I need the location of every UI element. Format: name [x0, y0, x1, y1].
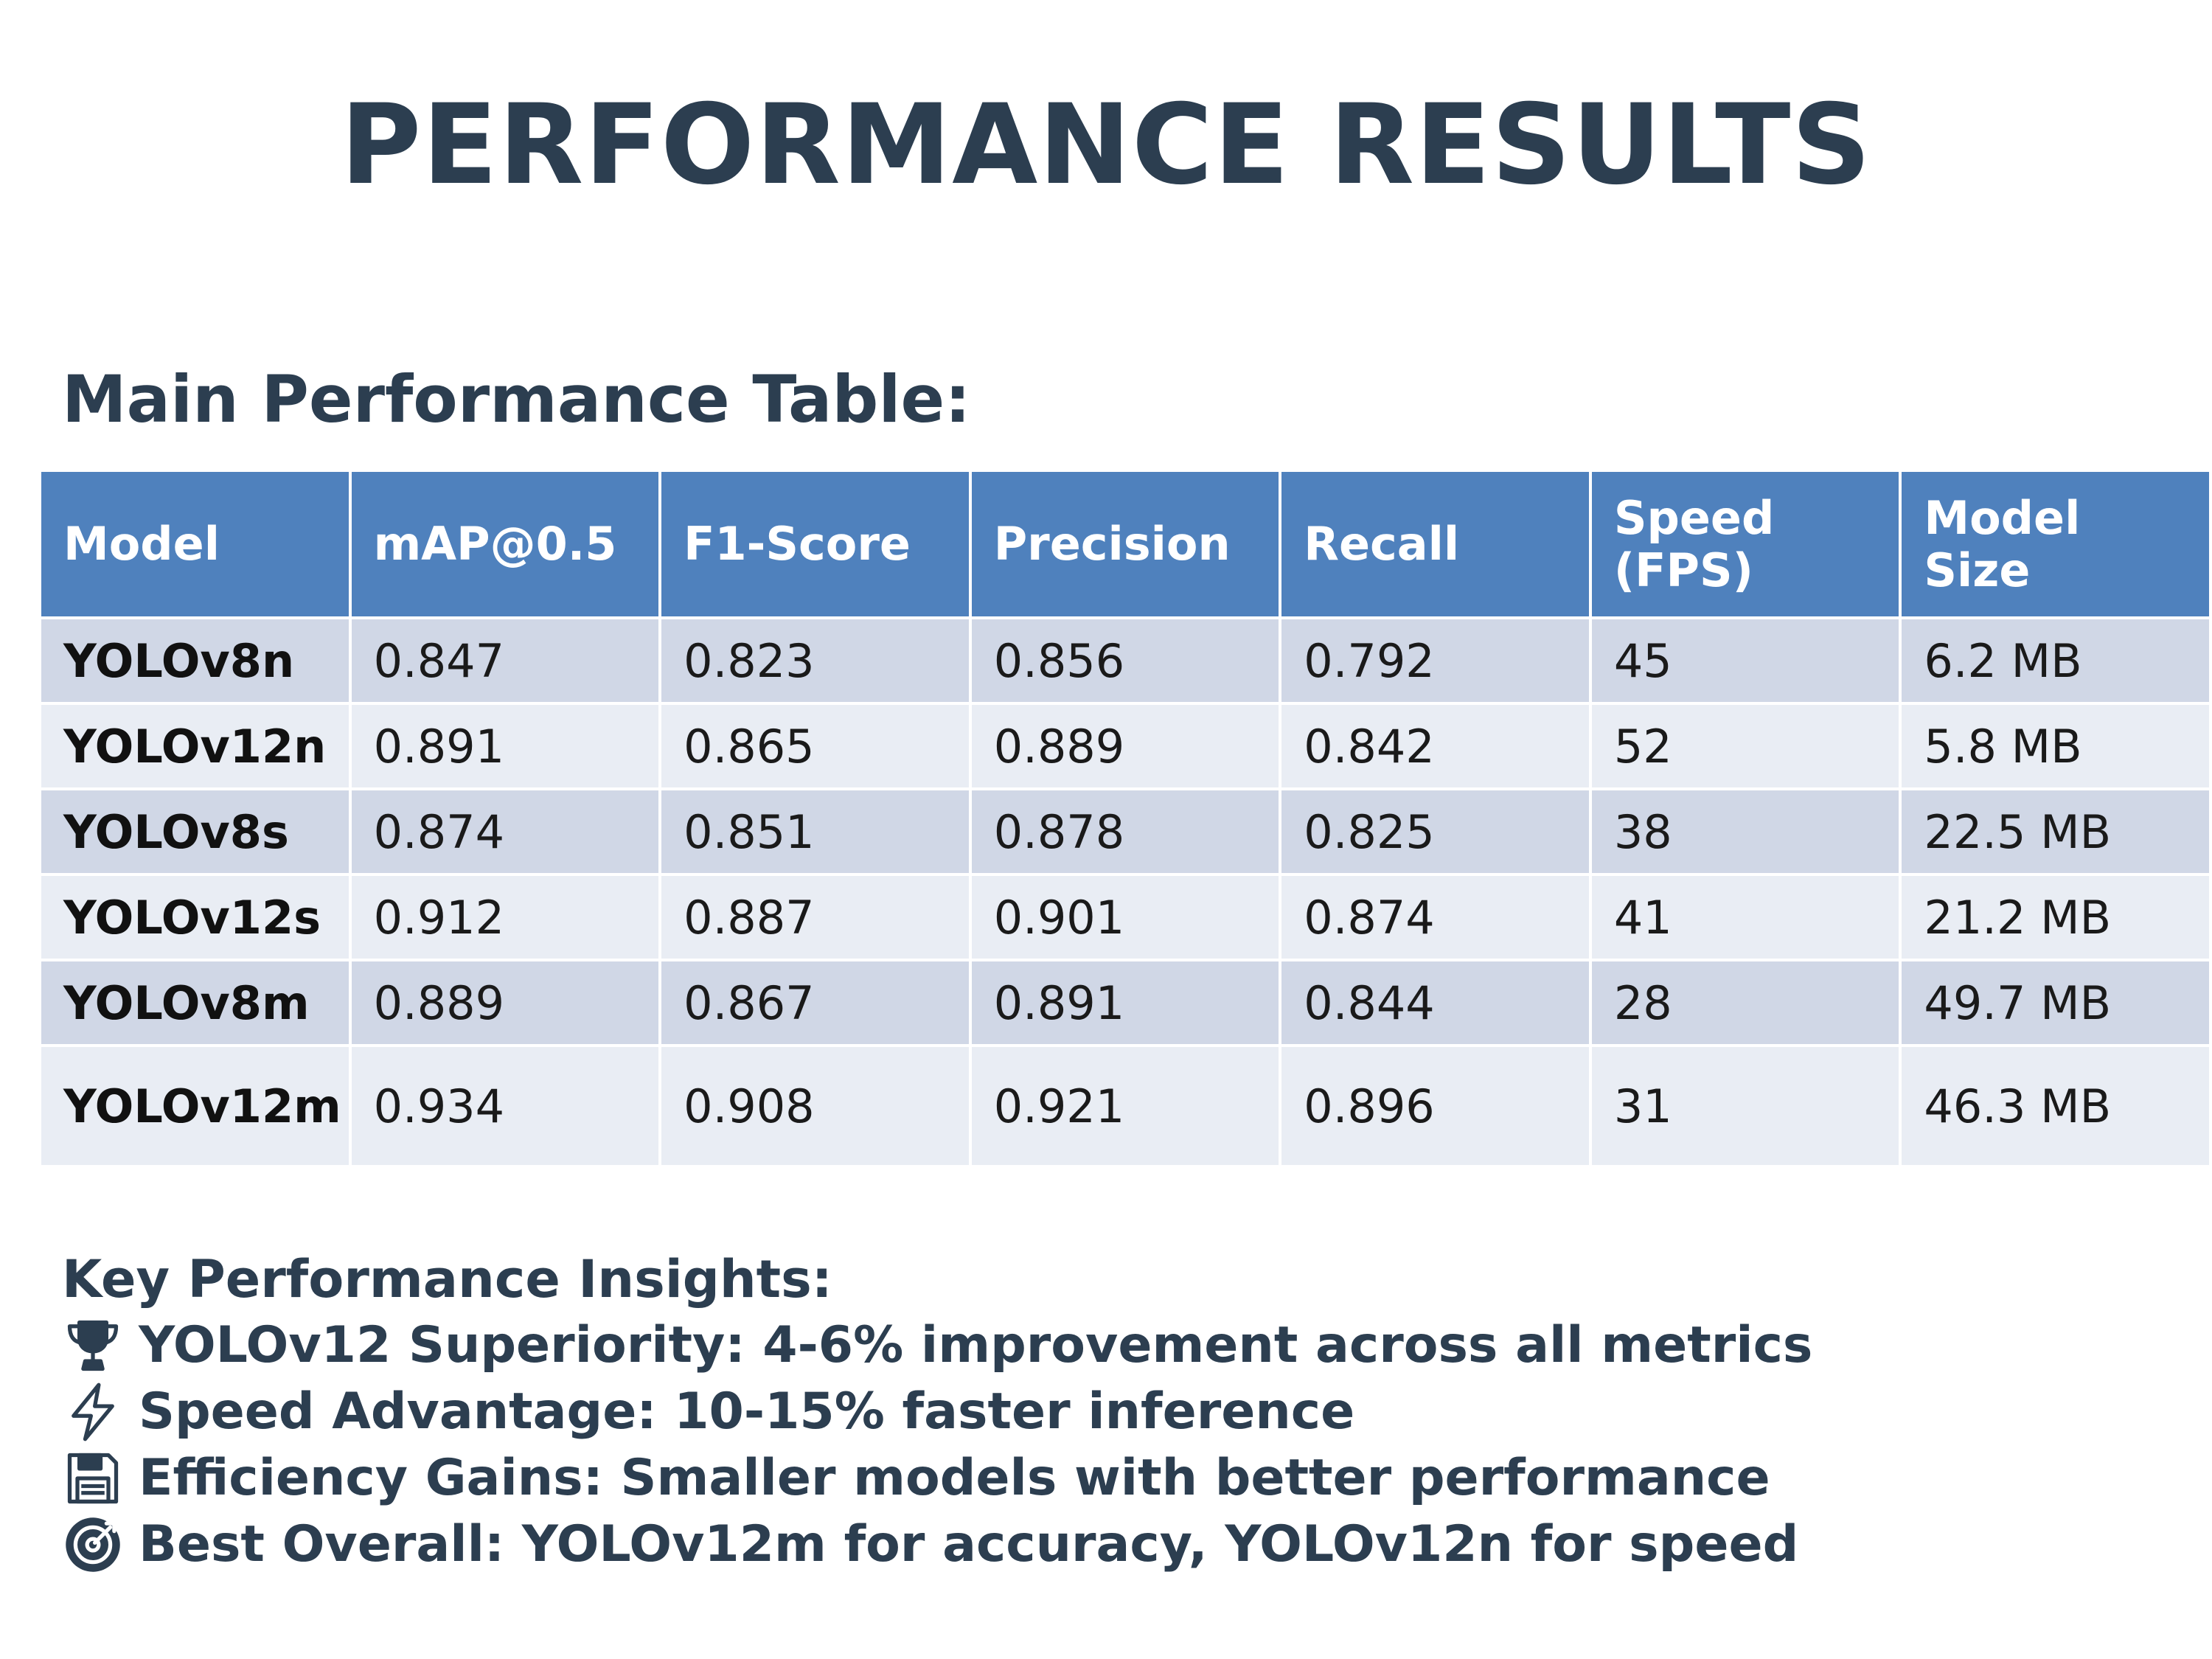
model-cell: YOLOv12s — [38, 873, 352, 961]
precision-cell: 0.889 — [968, 702, 1282, 790]
model-size-cell: 22.5 MB — [1899, 787, 2212, 876]
model-size-cell: 21.2 MB — [1899, 873, 2212, 961]
lightning-icon — [62, 1379, 128, 1445]
f1-cell: 0.851 — [658, 787, 972, 876]
map-cell: 0.934 — [348, 1044, 662, 1168]
insight-text: YOLOv12 Superiority: 4-6% improvement ac… — [139, 1316, 1813, 1374]
insights-section: Key Performance Insights: YOLOv12 Superi… — [62, 1246, 1812, 1578]
model-size-cell: 5.8 MB — [1899, 702, 2212, 790]
map-cell: 0.847 — [348, 616, 662, 705]
speed-cell: 31 — [1588, 1044, 1902, 1168]
model-cell: YOLOv8s — [38, 787, 352, 876]
model-size-cell: 46.3 MB — [1899, 1044, 2212, 1168]
column-header-speed: Speed (FPS) — [1588, 469, 1902, 619]
table-row: YOLOv8s 0.874 0.851 0.878 0.825 38 22.5 … — [38, 787, 2212, 876]
table-header-row: Model mAP@0.5 F1-Score Precision Recall … — [38, 469, 2212, 619]
insight-item: Speed Advantage: 10-15% faster inference — [62, 1379, 1812, 1445]
table-row: YOLOv12m 0.934 0.908 0.921 0.896 31 46.3… — [38, 1044, 2212, 1168]
insight-text: Efficiency Gains: Smaller models with be… — [139, 1449, 1770, 1507]
f1-cell: 0.865 — [658, 702, 972, 790]
recall-cell: 0.896 — [1279, 1044, 1592, 1168]
table-row: YOLOv12n 0.891 0.865 0.889 0.842 52 5.8 … — [38, 702, 2212, 790]
precision-cell: 0.856 — [968, 616, 1282, 705]
speed-cell: 41 — [1588, 873, 1902, 961]
table-heading: Main Performance Table: — [62, 361, 971, 437]
table-row: YOLOv8m 0.889 0.867 0.891 0.844 28 49.7 … — [38, 959, 2212, 1047]
model-cell: YOLOv8m — [38, 959, 352, 1047]
insight-text: Speed Advantage: 10-15% faster inference — [139, 1382, 1355, 1441]
speed-cell: 45 — [1588, 616, 1902, 705]
column-header-model: Model — [38, 469, 352, 619]
insights-heading: Key Performance Insights: — [62, 1249, 832, 1310]
model-size-cell: 6.2 MB — [1899, 616, 2212, 705]
floppy-disk-icon — [62, 1445, 128, 1512]
table-row: YOLOv12s 0.912 0.887 0.901 0.874 41 21.2… — [38, 873, 2212, 961]
speed-cell: 52 — [1588, 702, 1902, 790]
speed-cell: 38 — [1588, 787, 1902, 876]
f1-cell: 0.823 — [658, 616, 972, 705]
precision-cell: 0.921 — [968, 1044, 1282, 1168]
target-icon — [62, 1512, 128, 1578]
recall-cell: 0.825 — [1279, 787, 1592, 876]
precision-cell: 0.878 — [968, 787, 1282, 876]
f1-cell: 0.867 — [658, 959, 972, 1047]
insight-text: Best Overall: YOLOv12m for accuracy, YOL… — [139, 1515, 1799, 1573]
map-cell: 0.891 — [348, 702, 662, 790]
map-cell: 0.874 — [348, 787, 662, 876]
insight-item: Best Overall: YOLOv12m for accuracy, YOL… — [62, 1512, 1812, 1578]
column-header-model-size: Model Size — [1899, 469, 2212, 619]
model-cell: YOLOv12n — [38, 702, 352, 790]
recall-cell: 0.792 — [1279, 616, 1592, 705]
precision-cell: 0.901 — [968, 873, 1282, 961]
precision-cell: 0.891 — [968, 959, 1282, 1047]
speed-cell: 28 — [1588, 959, 1902, 1047]
model-size-cell: 49.7 MB — [1899, 959, 2212, 1047]
f1-cell: 0.887 — [658, 873, 972, 961]
insight-item: Efficiency Gains: Smaller models with be… — [62, 1445, 1812, 1512]
recall-cell: 0.874 — [1279, 873, 1592, 961]
insight-item: YOLOv12 Superiority: 4-6% improvement ac… — [62, 1312, 1812, 1379]
performance-table: Model mAP@0.5 F1-Score Precision Recall … — [38, 469, 2212, 1168]
model-cell: YOLOv8n — [38, 616, 352, 705]
table-row: YOLOv8n 0.847 0.823 0.856 0.792 45 6.2 M… — [38, 616, 2212, 705]
model-cell: YOLOv12m — [38, 1044, 352, 1168]
map-cell: 0.912 — [348, 873, 662, 961]
page-title: PERFORMANCE RESULTS — [340, 81, 1872, 209]
f1-cell: 0.908 — [658, 1044, 972, 1168]
map-cell: 0.889 — [348, 959, 662, 1047]
trophy-icon — [62, 1312, 128, 1379]
column-header-recall: Recall — [1279, 469, 1592, 619]
recall-cell: 0.844 — [1279, 959, 1592, 1047]
column-header-precision: Precision — [968, 469, 1282, 619]
column-header-f1: F1-Score — [658, 469, 972, 619]
column-header-map: mAP@0.5 — [348, 469, 662, 619]
recall-cell: 0.842 — [1279, 702, 1592, 790]
